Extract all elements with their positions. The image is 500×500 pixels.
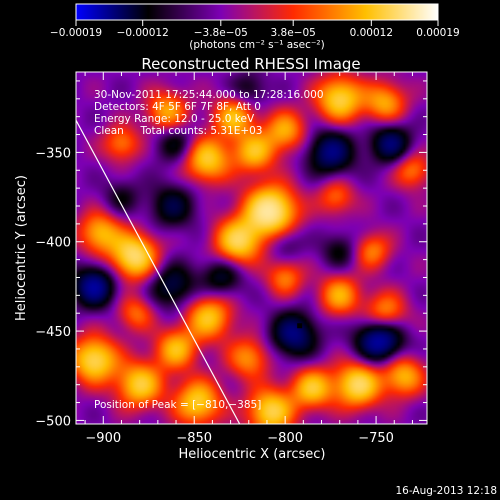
heatmap-image xyxy=(76,72,427,424)
x-tick-label: −900 xyxy=(85,431,121,446)
colorbar-tick-label: −0.00019 xyxy=(50,27,102,39)
annotation-energy: Energy Range: 12.0 - 25.0 keV xyxy=(94,113,255,125)
plot-frame xyxy=(75,71,428,425)
y-tick-label: −350 xyxy=(35,146,71,161)
y-tick-label: −400 xyxy=(35,236,71,251)
y-axis-label: Heliocentric Y (arcsec) xyxy=(14,175,29,321)
colorbar-tick-label: −0.00012 xyxy=(117,27,169,39)
peak-position-label: Position of Peak = [−810,−385] xyxy=(94,399,261,411)
center-marker xyxy=(297,323,303,329)
annotation-time: 30-Nov-2011 17:25:44.000 to 17:28:16.000 xyxy=(94,89,324,101)
colorbar-tick-label: 0.00019 xyxy=(416,27,459,39)
colorbar xyxy=(76,4,438,20)
footer-date: 16-Aug-2013 12:18 xyxy=(395,485,497,497)
colorbar-tick-label: −3.8e−05 xyxy=(194,27,248,39)
colorbar-tick-label: 0.00012 xyxy=(350,27,393,39)
y-tick-label: −500 xyxy=(35,414,71,429)
limb-line xyxy=(76,119,241,424)
x-axis-label: Heliocentric X (arcsec) xyxy=(179,447,326,462)
x-tick-label: −850 xyxy=(176,431,212,446)
colorbar-frame xyxy=(75,3,439,21)
x-tick-label: −750 xyxy=(358,431,394,446)
annotation-counts: Clean Total counts: 5.31E+03 xyxy=(94,125,263,137)
colorbar-tick-label: 3.8e−05 xyxy=(271,27,316,39)
chart-title: Reconstructed RHESSI Image xyxy=(141,55,360,73)
x-tick-label: −800 xyxy=(267,431,303,446)
x-axis-ticks: −900 −850 −800 −750 xyxy=(84,72,413,446)
colorbar-tick-labels: −0.00019 −0.00012 −3.8e−05 3.8e−05 0.00012 0.… xyxy=(50,27,460,39)
colorbar-units: (photons cm⁻² s⁻¹ asec⁻²) xyxy=(189,39,324,51)
annotation-detectors: Detectors: 4F 5F 6F 7F 8F, Att 0 xyxy=(94,101,261,113)
colorbar-ticks xyxy=(75,20,439,26)
y-axis-ticks: −350 −400 −450 −500 xyxy=(35,80,427,429)
y-tick-label: −450 xyxy=(35,325,71,340)
